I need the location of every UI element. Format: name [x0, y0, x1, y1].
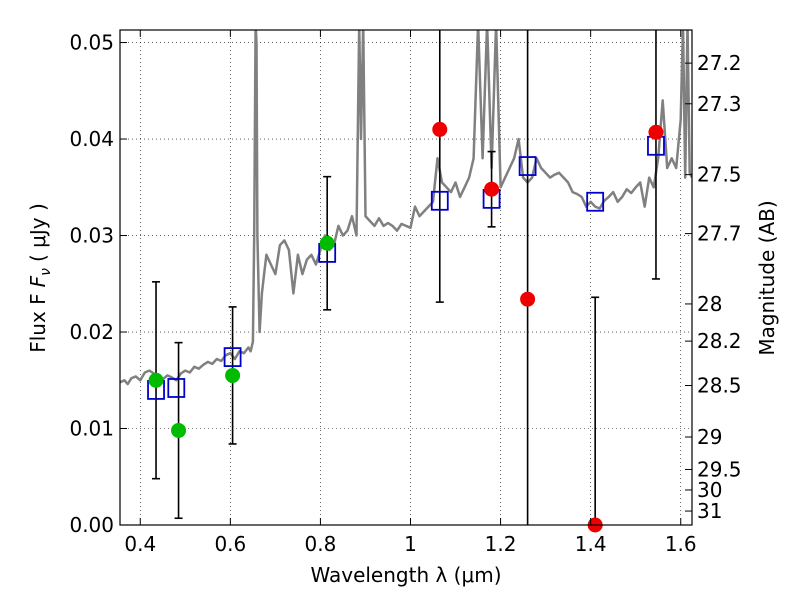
x-tick-label: 0.8 — [305, 532, 337, 556]
magnitude-tick-label: 30 — [697, 478, 722, 502]
x-tick-label: 0.4 — [124, 532, 156, 556]
x-tick-label: 0.6 — [214, 532, 246, 556]
y-tick-label: 0.01 — [69, 417, 114, 441]
x-tick-label: 1.2 — [485, 532, 517, 556]
plot-area — [120, 30, 692, 386]
y-axis-label-f-nu: F — [26, 275, 50, 287]
y-axis-label: Flux F Fν ( μJy ) — [26, 203, 54, 353]
error-bars — [152, 30, 660, 525]
observed-point — [432, 121, 448, 137]
observed-point — [484, 181, 500, 197]
model-photometry-square — [518, 156, 537, 176]
y-tick-label: 0.00 — [69, 513, 114, 537]
y-axis-label-flux: Flux F — [26, 293, 50, 352]
observed-point — [148, 372, 164, 388]
x-axis-label: Wavelength λ (μm) — [310, 563, 501, 587]
y-tick-label: 0.02 — [69, 320, 114, 344]
magnitude-tick-label: 27.2 — [697, 51, 742, 75]
observed-point — [319, 235, 335, 251]
magnitude-tick-label: 28.2 — [697, 329, 742, 353]
model-photometry-square — [586, 191, 605, 212]
magnitude-tick-label: 27.7 — [697, 222, 742, 246]
y-tick-label: 0.04 — [69, 127, 114, 151]
x-axis-ticks: 0.4 0.6 0.8 1 1.2 1.4 1.6 — [124, 30, 697, 556]
y-tick-label: 0.05 — [69, 31, 114, 55]
magnitude-axis-label: Magnitude (AB) — [755, 200, 779, 355]
x-tick-label: 1 — [404, 532, 417, 556]
x-tick-label: 1.6 — [665, 532, 697, 556]
magnitude-tick-label: 29 — [697, 425, 722, 449]
magnitude-tick-label: 31 — [697, 499, 722, 523]
magnitude-tick-label: 27.3 — [697, 92, 742, 116]
spectrum-line — [120, 30, 692, 386]
x-tick-label: 1.4 — [575, 532, 607, 556]
magnitude-tick-label: 28.5 — [697, 374, 742, 398]
model-photometry-square — [167, 378, 186, 398]
model-photometry-square — [223, 347, 242, 368]
data-points — [147, 121, 665, 533]
observed-point — [520, 291, 536, 307]
y-axis-label-subscript: ν — [38, 268, 54, 276]
magnitude-tick-label: 27.5 — [697, 163, 742, 187]
plot-frame — [119, 29, 693, 526]
y-axis-ticks: 0.00 0.01 0.02 0.03 0.04 0.05 — [69, 31, 127, 537]
magnitude-tick-label: 28 — [697, 292, 722, 316]
model-photometry-square — [430, 190, 449, 211]
y-tick-label: 0.03 — [69, 224, 114, 248]
y-axis-label-unit: ( μJy ) — [26, 203, 50, 262]
grid-lines — [120, 30, 692, 526]
observed-point — [648, 124, 664, 140]
observed-point — [171, 422, 187, 438]
magnitude-tick-label: 29.5 — [697, 457, 742, 481]
observed-point — [225, 367, 241, 383]
